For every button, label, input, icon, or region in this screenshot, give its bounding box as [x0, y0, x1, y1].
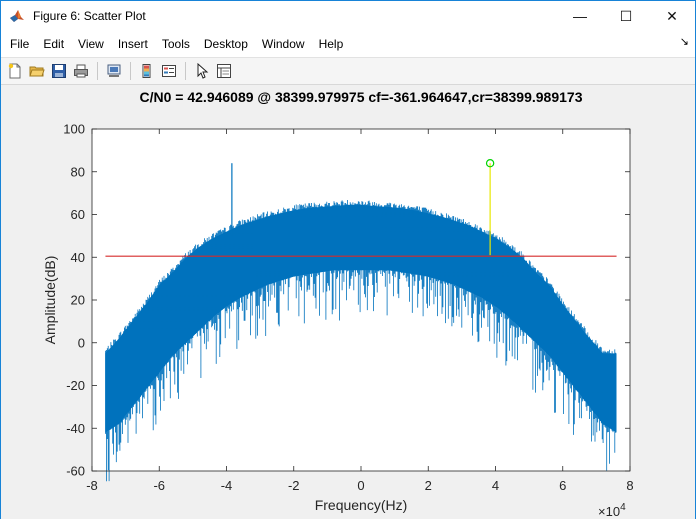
x-tick-label: 6	[559, 478, 566, 493]
new-figure-button[interactable]	[4, 60, 26, 82]
x-tick-label: 4	[492, 478, 499, 493]
pointer-icon	[197, 63, 209, 79]
y-axis-label: Amplitude(dB)	[42, 256, 58, 345]
toolbar-separator	[97, 62, 98, 80]
x-tick-label: 8	[626, 478, 633, 493]
maximize-button[interactable]: ☐	[603, 1, 649, 31]
menu-edit[interactable]: Edit	[43, 37, 65, 51]
print-preview-button[interactable]	[103, 60, 125, 82]
toolbar-separator	[130, 62, 131, 80]
save-button[interactable]	[48, 60, 70, 82]
pointer-button[interactable]	[191, 60, 213, 82]
toolbar-separator	[185, 62, 186, 80]
print-button[interactable]	[70, 60, 92, 82]
y-tick-label: 0	[78, 335, 85, 350]
y-tick-label: 40	[71, 250, 85, 265]
x-tick-label: 0	[357, 478, 364, 493]
x-tick-label: 2	[425, 478, 432, 493]
figure-canvas[interactable]: -8 -6 -4 -2 0 2 4 6 8 -60 -40 -20 0 20 40 60 80 100 C/N0 …	[1, 85, 695, 519]
open-file-button[interactable]	[26, 60, 48, 82]
property-inspector-button[interactable]	[213, 60, 235, 82]
x-tick-label: -4	[221, 478, 233, 493]
y-tick-label: -60	[66, 464, 85, 479]
legend-button[interactable]	[158, 60, 180, 82]
colorbar-icon	[142, 64, 151, 78]
new-figure-icon	[8, 63, 21, 79]
x-axis-label: Frequency(Hz)	[315, 497, 408, 513]
menu-help[interactable]: Help	[318, 37, 344, 51]
print-preview-icon	[107, 64, 121, 77]
figure-toolbar	[1, 58, 695, 85]
property-inspector-icon	[217, 64, 231, 78]
y-tick-label: 100	[63, 122, 85, 137]
colorbar-button[interactable]	[136, 60, 158, 82]
menu-file[interactable]: File	[10, 37, 30, 51]
y-tick-label: 80	[71, 164, 85, 179]
x-axis-exponent: ×104	[598, 502, 626, 519]
x-tick-label: -2	[288, 478, 300, 493]
peak-marker-circle	[485, 158, 495, 168]
menu-view[interactable]: View	[78, 37, 104, 51]
window-title: Figure 6: Scatter Plot	[33, 9, 146, 23]
y-tick-label: -20	[66, 378, 85, 393]
menu-bar: File Edit View Insert Tools Desktop Wind…	[1, 31, 695, 58]
spectrum-noise	[105, 200, 617, 482]
x-tick-label: -8	[86, 478, 98, 493]
save-icon	[52, 64, 66, 78]
menu-window[interactable]: Window	[261, 37, 305, 51]
menu-tools[interactable]: Tools	[161, 37, 190, 51]
window-controls: — ☐ ✕	[557, 1, 695, 31]
y-tick-label: -40	[66, 421, 85, 436]
legend-icon	[162, 65, 176, 77]
y-tick-label: 20	[71, 293, 85, 308]
x-exponent-power: 4	[620, 502, 626, 513]
x-exponent-base: ×10	[598, 504, 620, 519]
close-button[interactable]: ✕	[649, 1, 695, 31]
chart-title: C/N0 = 42.946089 @ 38399.979975 cf=-361.…	[140, 89, 583, 105]
y-tick-label: 60	[71, 207, 85, 222]
print-icon	[74, 64, 88, 78]
x-tick-label: -6	[153, 478, 165, 493]
matlab-icon	[9, 8, 25, 24]
menu-desktop[interactable]: Desktop	[203, 37, 248, 51]
dock-arrow-icon[interactable]: ↘	[679, 36, 689, 48]
minimize-button[interactable]: —	[557, 1, 603, 31]
maximize-icon: ☐	[619, 7, 633, 24]
title-bar[interactable]: Figure 6: Scatter Plot — ☐ ✕	[1, 1, 695, 31]
menu-insert[interactable]: Insert	[117, 37, 148, 51]
close-icon: ✕	[666, 7, 678, 24]
open-file-icon	[29, 66, 45, 77]
minimize-icon: —	[573, 8, 587, 24]
